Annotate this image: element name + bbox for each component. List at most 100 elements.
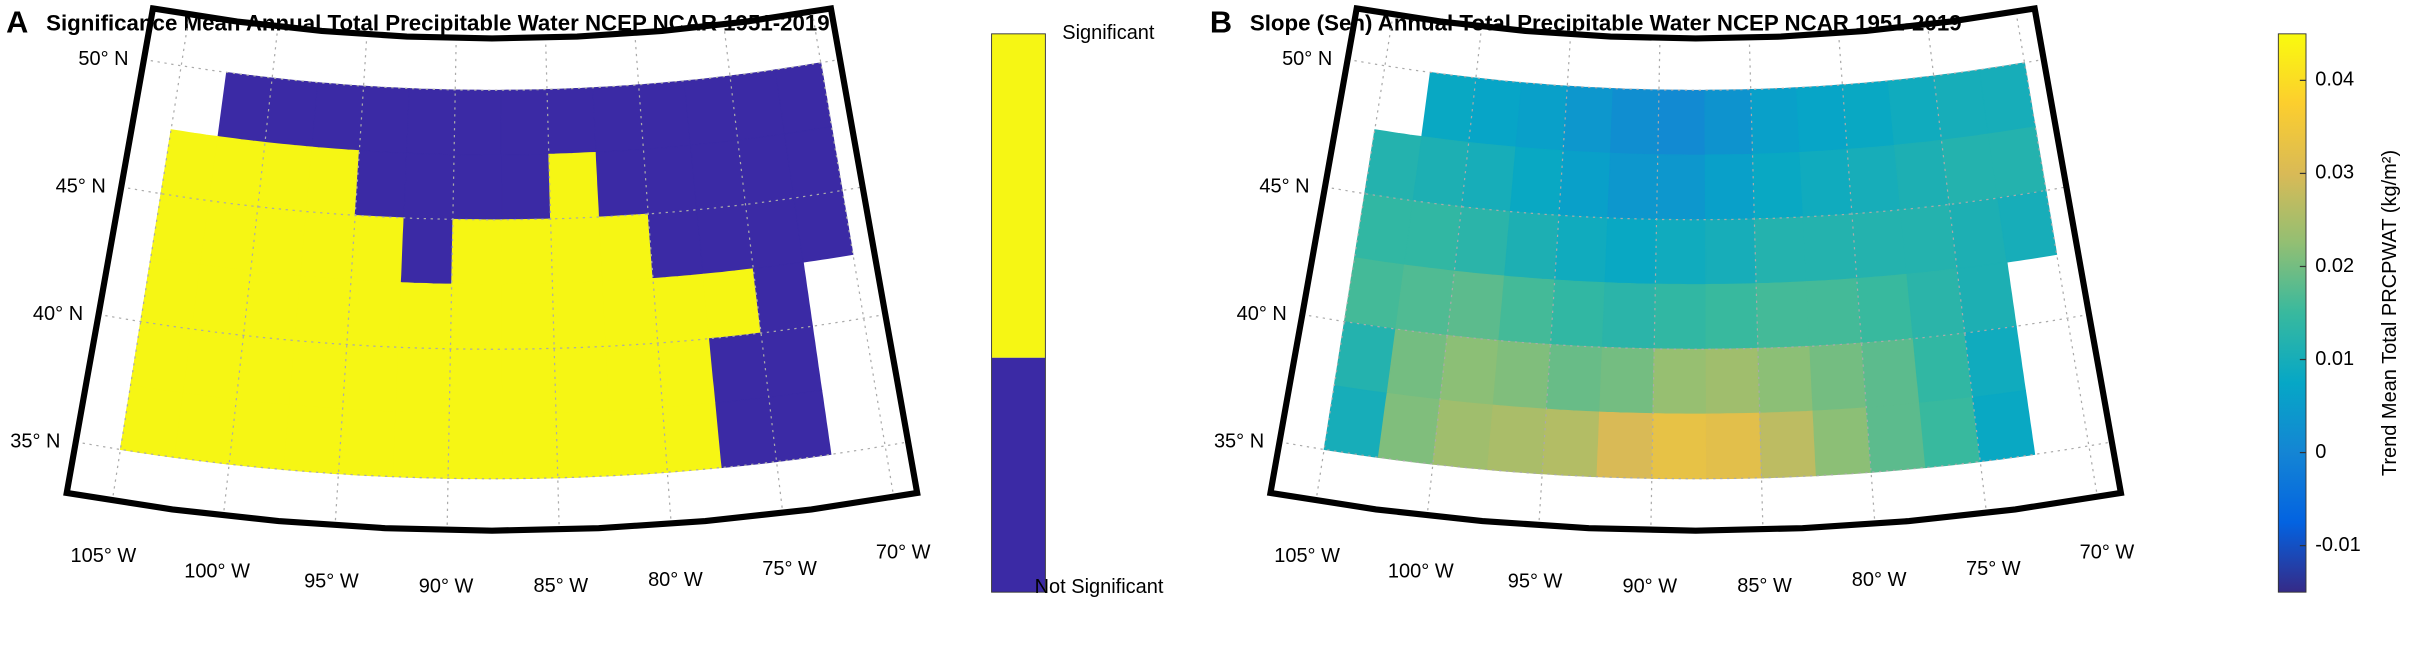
grid-cell xyxy=(690,139,746,211)
grid-cell xyxy=(1364,129,1423,202)
lon-label: 75° W xyxy=(1966,558,2021,580)
grid-cell xyxy=(288,340,348,410)
grid-cell xyxy=(1601,282,1656,350)
grid-cell xyxy=(1752,151,1804,220)
grid-cell xyxy=(729,69,786,141)
lon-label: 80° W xyxy=(648,569,703,591)
graticule-lon xyxy=(1926,24,1988,514)
grid-cell xyxy=(555,410,614,479)
grid-cell xyxy=(1851,209,1908,280)
grid-cell xyxy=(1554,214,1609,284)
graticule-lon xyxy=(2015,11,2099,498)
grid-cell xyxy=(1333,321,1397,394)
grid-cell xyxy=(752,261,814,334)
grid-cell xyxy=(1809,342,1867,412)
grid-cell xyxy=(501,283,555,350)
grid-cell xyxy=(1599,346,1655,415)
lon-label: 85° W xyxy=(533,575,588,597)
grid-cell xyxy=(1558,150,1611,219)
grid-cell xyxy=(683,75,739,146)
grid-cell xyxy=(1796,84,1848,153)
grid-cell xyxy=(403,152,455,220)
colorbar-tick-label: -0.01 xyxy=(2315,534,2361,556)
grid-cell xyxy=(400,217,454,285)
grid-cell xyxy=(235,334,296,406)
grid-cell xyxy=(642,144,698,215)
colorbar-frame xyxy=(991,33,1046,593)
grid-cell xyxy=(1759,410,1817,479)
grid-cell xyxy=(305,146,360,216)
lat-label: 40° N xyxy=(33,303,83,325)
grid-cell xyxy=(501,218,553,286)
grid-cell xyxy=(502,412,559,480)
grid-cell xyxy=(129,321,193,394)
grid-cell xyxy=(1948,197,2008,270)
grid-cell xyxy=(1806,278,1863,347)
grid-cell xyxy=(602,278,659,347)
grid-cell xyxy=(358,85,410,154)
grid-cell xyxy=(760,325,823,398)
lon-label: 95° W xyxy=(304,571,359,593)
grid-cell xyxy=(1609,88,1660,156)
grid-cell xyxy=(1395,264,1455,336)
grid-cell xyxy=(1386,328,1448,401)
colorbar xyxy=(2277,33,2307,593)
grid-cell xyxy=(448,348,504,415)
grid-cell xyxy=(1705,283,1759,350)
grid-cell xyxy=(395,346,451,415)
graticule-lon xyxy=(1538,34,1572,526)
grid-cell xyxy=(548,151,600,220)
grid-cell xyxy=(696,204,754,275)
grid-cell xyxy=(1412,136,1470,208)
grid-cell xyxy=(1503,211,1560,281)
grid-cell xyxy=(453,89,502,156)
grid-cell xyxy=(1432,399,1494,471)
grid-cell xyxy=(406,88,456,156)
grid-cell xyxy=(1705,412,1762,480)
grid-cell xyxy=(1812,407,1872,477)
grid-cell xyxy=(1604,217,1658,285)
grid-cell xyxy=(608,407,668,477)
map-panel: B Slope (Sen) Annual Total Precipitable W… xyxy=(1210,5,2401,598)
grid-cell xyxy=(294,275,352,346)
grid-cell xyxy=(1940,133,1999,206)
lon-label: 105° W xyxy=(70,545,136,567)
lon-label: 90° W xyxy=(419,575,474,597)
graticule-lat xyxy=(75,441,909,480)
grid-cell xyxy=(346,279,402,348)
grid-cell xyxy=(1893,139,1950,211)
grid-cell xyxy=(1607,152,1659,220)
colorbar-tick-label: 0.01 xyxy=(2315,348,2354,370)
lat-label: 50° N xyxy=(1282,48,1332,70)
grid-cell xyxy=(1498,275,1556,346)
lon-label: 105° W xyxy=(1274,545,1340,567)
grid-cell xyxy=(228,399,290,471)
grid-cell xyxy=(715,396,778,469)
grid-cell xyxy=(350,214,405,284)
grid-cell xyxy=(208,136,266,208)
colorbar-category: Significant xyxy=(1062,22,1155,44)
grid-cell xyxy=(1515,82,1568,152)
grid-cell xyxy=(1657,89,1706,156)
colorbar-segment xyxy=(991,357,1046,593)
grid-cell xyxy=(342,344,400,413)
grid-cell xyxy=(398,282,453,350)
grid-cell xyxy=(1550,279,1606,348)
grid-cell xyxy=(174,392,237,465)
graticule-lon xyxy=(723,24,784,514)
graticule-lon xyxy=(1315,14,1394,501)
grid-cell xyxy=(1492,340,1552,410)
grid-cell xyxy=(1545,344,1603,413)
grid-cell xyxy=(1446,270,1505,342)
grid-cell xyxy=(1439,334,1500,406)
grid-cell xyxy=(1906,268,1966,340)
grid-cell xyxy=(1841,80,1895,150)
grid-cell xyxy=(1912,332,1974,404)
lat-label: 40° N xyxy=(1237,303,1287,325)
graticule-lon xyxy=(544,37,560,530)
grid-cell xyxy=(647,209,704,280)
grid-cell xyxy=(1846,144,1902,215)
grid-cell xyxy=(1856,273,1914,344)
